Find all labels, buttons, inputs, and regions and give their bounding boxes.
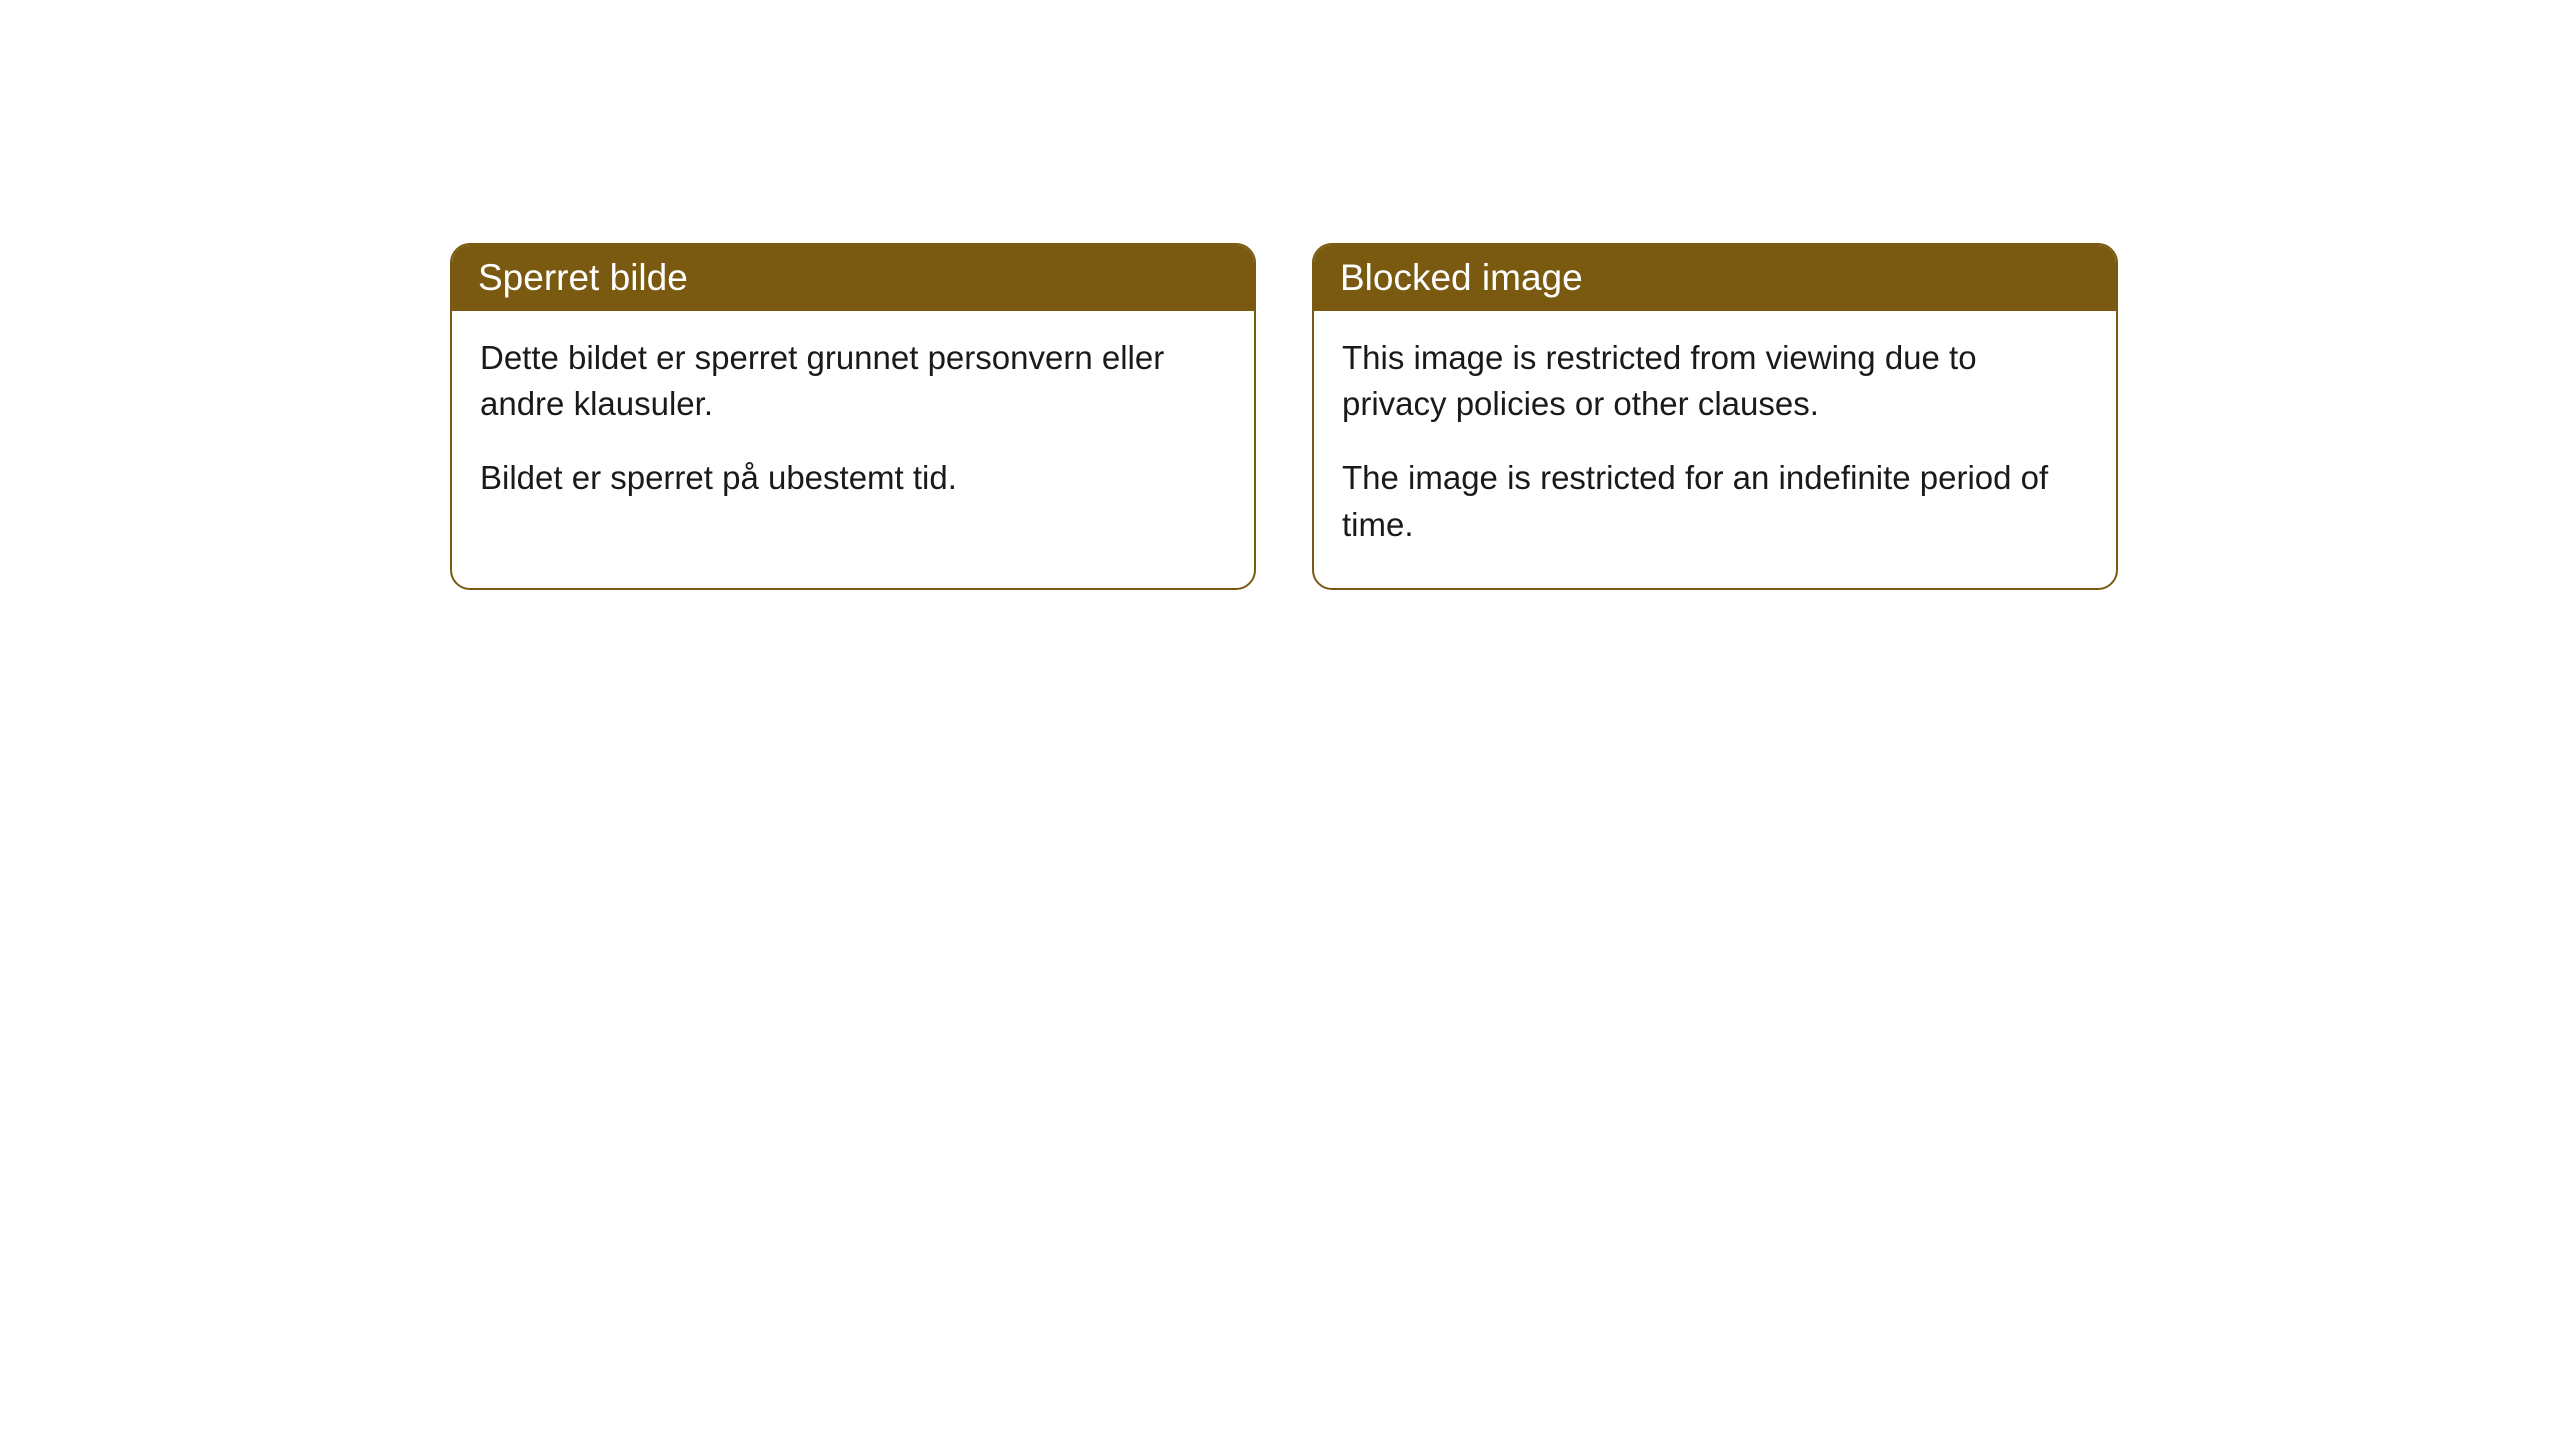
- card-body-english: This image is restricted from viewing du…: [1314, 311, 2116, 588]
- card-paragraph-1-english: This image is restricted from viewing du…: [1342, 335, 2088, 427]
- blocked-image-card-norwegian: Sperret bilde Dette bildet er sperret gr…: [450, 243, 1256, 590]
- card-header-norwegian: Sperret bilde: [452, 245, 1254, 311]
- card-paragraph-1-norwegian: Dette bildet er sperret grunnet personve…: [480, 335, 1226, 427]
- cards-container: Sperret bilde Dette bildet er sperret gr…: [450, 243, 2118, 590]
- card-title-norwegian: Sperret bilde: [478, 257, 688, 298]
- card-title-english: Blocked image: [1340, 257, 1583, 298]
- card-header-english: Blocked image: [1314, 245, 2116, 311]
- card-paragraph-2-norwegian: Bildet er sperret på ubestemt tid.: [480, 455, 1226, 501]
- blocked-image-card-english: Blocked image This image is restricted f…: [1312, 243, 2118, 590]
- card-paragraph-2-english: The image is restricted for an indefinit…: [1342, 455, 2088, 547]
- card-body-norwegian: Dette bildet er sperret grunnet personve…: [452, 311, 1254, 542]
